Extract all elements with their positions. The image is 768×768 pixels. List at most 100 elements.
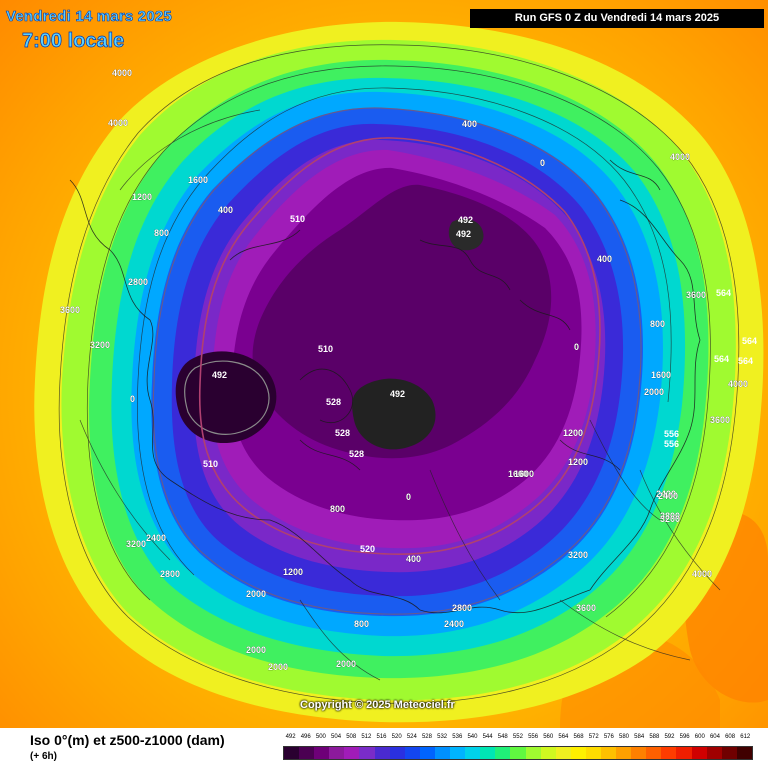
iso0-label: 3200 — [90, 340, 110, 350]
iso0-label: 800 — [154, 228, 169, 238]
iso0-label: 800 — [650, 319, 665, 329]
iso0-label: 1600 — [651, 370, 671, 380]
iso0-label: 0 — [540, 158, 545, 168]
iso0-label: 1600 — [514, 469, 534, 479]
iso0-label: 2000 — [268, 662, 288, 672]
legend-swatch — [721, 747, 737, 759]
legend-swatch — [661, 747, 677, 759]
weather-map: 492 492 492 492 510 510 510 528 528 528 … — [0, 0, 768, 728]
legend-swatch — [329, 747, 345, 759]
contour-510 — [198, 137, 601, 556]
iso0-label: 3200 — [568, 550, 588, 560]
legend-value: 600 — [694, 734, 705, 740]
legend-value: 520 — [391, 734, 402, 740]
iso0-label: 3200 — [660, 514, 680, 524]
legend-value: 568 — [573, 734, 584, 740]
legend-swatch — [540, 747, 556, 759]
legend-value: 504 — [331, 734, 342, 740]
thickness-label: 510 — [318, 344, 333, 354]
iso0-label: 3200 — [126, 539, 146, 549]
legend-swatches — [283, 746, 753, 760]
forecast-hour: (+ 6h) — [30, 751, 57, 762]
legend-swatch — [616, 747, 632, 759]
color-legend: 492 496 500 504 508 512 516 520 524 528 532 536 540 5… — [283, 732, 753, 766]
legend-value: 540 — [467, 734, 478, 740]
thickness-label: 510 — [290, 214, 305, 224]
iso0-label: 3600 — [686, 290, 706, 300]
legend-swatch — [314, 747, 330, 759]
iso0-label: 1600 — [188, 175, 208, 185]
legend-value: 592 — [664, 734, 675, 740]
legend-swatch — [510, 747, 526, 759]
legend-value: 536 — [452, 734, 463, 740]
iso0-label: 4000 — [112, 68, 132, 78]
date-title: Vendredi 14 mars 2025 — [6, 8, 172, 26]
thickness-label: 528 — [335, 428, 350, 438]
legend-swatch — [419, 747, 435, 759]
legend-value: 564 — [558, 734, 569, 740]
legend-swatch — [736, 747, 752, 759]
legend-value: 548 — [497, 734, 508, 740]
cold-core-north — [448, 218, 484, 251]
legend-value: 552 — [512, 734, 523, 740]
legend-value: 604 — [709, 734, 720, 740]
copyright-notice: Copyright © 2025 Meteociel.fr — [300, 699, 455, 711]
contour-528 — [152, 107, 642, 615]
iso0-label: 1200 — [132, 192, 152, 202]
legend-value: 556 — [528, 734, 539, 740]
legend-value: 580 — [619, 734, 630, 740]
cold-core-center — [352, 378, 436, 450]
legend-value: 584 — [634, 734, 645, 740]
thickness-label: 528 — [326, 397, 341, 407]
thickness-label: 528 — [349, 449, 364, 459]
iso0-label: 2400 — [444, 619, 464, 629]
legend-swatch — [299, 747, 315, 759]
legend-swatch — [374, 747, 390, 759]
iso0-label: 2800 — [660, 511, 680, 521]
time-title: 7:00 locale — [22, 30, 125, 53]
legend-value: 508 — [346, 734, 357, 740]
iso0-label: 0 — [574, 342, 579, 352]
iso0-label: 2000 — [336, 659, 356, 669]
cold-core-outline-west — [184, 360, 270, 435]
band-deep-purple — [252, 184, 552, 459]
legend-value: 596 — [679, 734, 690, 740]
footer-bar: Iso 0°(m) et z500-z1000 (dam) (+ 6h) 492… — [0, 728, 768, 768]
legend-swatch — [344, 747, 360, 759]
freezing-level-labels: 4000 4000 4000 3600 3200 2800 2400 2000 … — [60, 68, 748, 672]
thickness-label: 556 — [664, 439, 679, 449]
legend-value: 560 — [543, 734, 554, 740]
iso0-label: 3600 — [60, 305, 80, 315]
legend-value: 612 — [740, 734, 751, 740]
legend-swatch — [691, 747, 707, 759]
legend-swatch — [284, 747, 300, 759]
iso0-label: 2000 — [246, 645, 266, 655]
legend-value: 572 — [588, 734, 599, 740]
iso0-label: 800 — [330, 504, 345, 514]
legend-value: 544 — [482, 734, 493, 740]
iso0-label: 3600 — [710, 415, 730, 425]
thickness-label: 564 — [742, 336, 757, 346]
iso0-label: 0 — [406, 492, 411, 502]
iso0-label: 4000 — [692, 569, 712, 579]
iso0-label: 4000 — [108, 118, 128, 128]
iso0-label: 1200 — [563, 428, 583, 438]
legend-swatch — [631, 747, 647, 759]
legend-value: 532 — [437, 734, 448, 740]
legend-swatch — [585, 747, 601, 759]
thickness-label: 510 — [203, 459, 218, 469]
iso0-label: 2800 — [452, 603, 472, 613]
legend-swatch — [676, 747, 692, 759]
legend-value: 500 — [315, 734, 326, 740]
iso0-label: 2400 — [146, 533, 166, 543]
iso0-label: 2400 — [658, 491, 678, 501]
thickness-label: 564 — [738, 356, 753, 366]
chart-parameter-title: Iso 0°(m) et z500-z1000 (dam) — [30, 732, 225, 748]
thickness-label: 492 — [390, 389, 405, 399]
iso0-label: 2400 — [656, 489, 676, 499]
legend-value: 528 — [421, 734, 432, 740]
legend-value: 516 — [376, 734, 387, 740]
iso0-label: 4000 — [728, 379, 748, 389]
legend-value: 492 — [285, 734, 296, 740]
iso0-label: 400 — [462, 119, 477, 129]
